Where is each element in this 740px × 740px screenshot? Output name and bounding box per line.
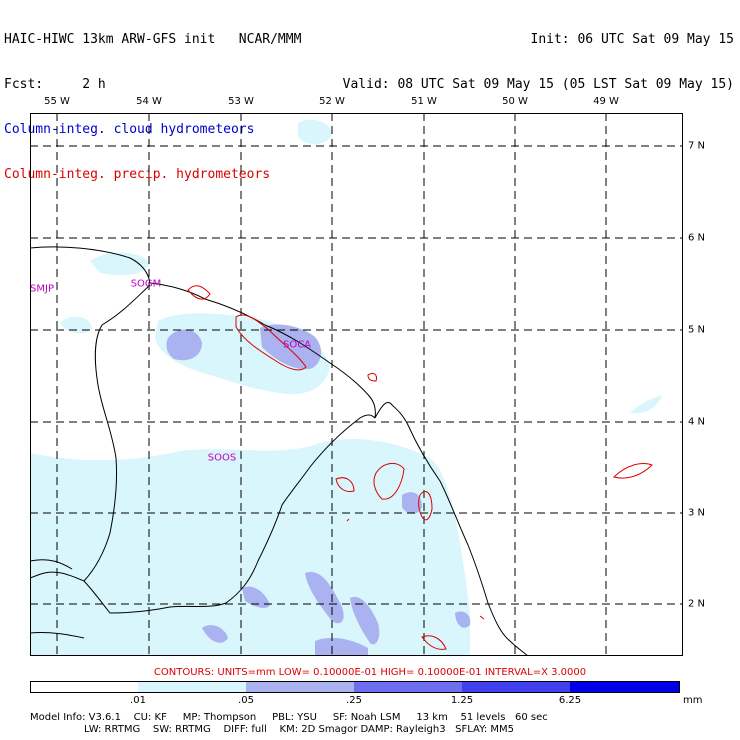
colorbar-bin-5	[570, 681, 680, 693]
colorbar-bin-0	[30, 681, 138, 693]
init-time: Init: 06 UTC Sat 09 May 15	[530, 32, 735, 47]
lat-label-6n: 6 N	[688, 232, 706, 244]
valid-time: Valid: 08 UTC Sat 09 May 15 (05 LST Sat …	[342, 77, 734, 92]
station-sogm: SOGM	[130, 278, 162, 290]
station-soca: SOCA	[282, 339, 312, 351]
lat-label-7n: 7 N	[688, 140, 706, 152]
colorbar-bin-4	[462, 681, 570, 693]
model-info-line2: LW: RRTMG SW: RRTMG DIFF: full KM: 2D Sm…	[30, 724, 515, 735]
lat-label-4n: 4 N	[688, 416, 706, 428]
legend-precip-label: Column-integ. precip. hydrometeors	[4, 167, 271, 182]
colorbar-frame	[30, 681, 680, 693]
station-soos: SOOS	[207, 452, 237, 464]
header-left: HAIC-HIWC 13km ARW-GFS init NCAR/MMM Fcs…	[4, 2, 301, 197]
colorbar-tick-2: .25	[346, 695, 362, 706]
colorbar-tick-4: 6.25	[558, 695, 582, 706]
model-info-line1: Model Info: V3.6.1 CU: KF MP: Thompson P…	[30, 712, 548, 723]
colorbar-tick-0: .01	[130, 695, 146, 706]
lon-label-52w: 52 W	[319, 96, 345, 107]
colorbar-bin-1	[138, 681, 246, 693]
lat-label-2n: 2 N	[688, 598, 706, 610]
forecast-hour: Fcst: 2 h	[4, 77, 106, 92]
precip-contours	[187, 285, 653, 650]
lat-label-5n: 5 N	[688, 324, 706, 336]
plot-title: HAIC-HIWC 13km ARW-GFS init NCAR/MMM	[4, 32, 302, 47]
lon-label-50w: 50 W	[502, 96, 528, 107]
colorbar-tick-1: .05	[238, 695, 254, 706]
lon-label-55w: 55 W	[44, 96, 70, 107]
lat-lon-grid	[30, 113, 683, 656]
lon-label-51w: 51 W	[411, 96, 437, 107]
lon-label-53w: 53 W	[228, 96, 254, 107]
map-frame	[30, 113, 683, 656]
colorbar-unit: mm	[683, 695, 703, 706]
colorbar-bin-2	[246, 681, 354, 693]
legend-cloud-label: Column-integ. cloud hydrometeors	[4, 122, 255, 137]
colorbar-tick-3: 1.25	[450, 695, 474, 706]
lat-label-3n: 3 N	[688, 507, 706, 519]
coastlines-borders	[30, 246, 529, 656]
forecast-map	[30, 113, 683, 656]
colorbar-bin-3	[354, 681, 462, 693]
lon-label-49w: 49 W	[593, 96, 619, 107]
station-smjp: SMJP	[30, 283, 54, 295]
cloud-fields	[30, 119, 662, 656]
lon-label-54w: 54 W	[136, 96, 162, 107]
contour-info: CONTOURS: UNITS=mm LOW= 0.10000E-01 HIGH…	[153, 667, 587, 678]
colorbar	[30, 681, 680, 693]
header-right: Init: 06 UTC Sat 09 May 15 Valid: 08 UTC…	[343, 2, 734, 107]
